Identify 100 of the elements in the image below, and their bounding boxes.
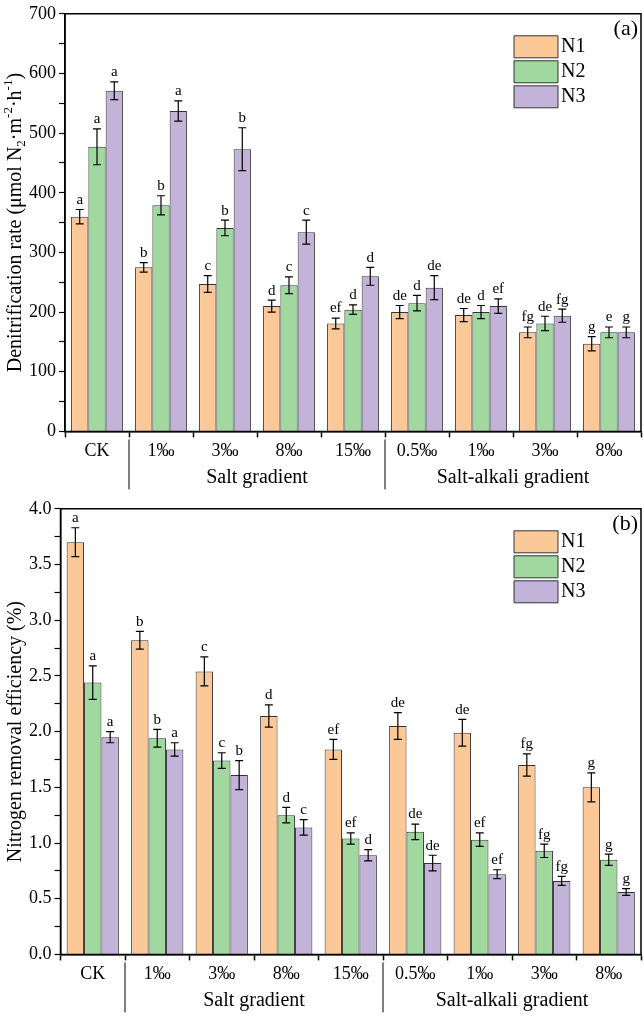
y-tick-label: 2.0 — [29, 720, 52, 741]
x-tick-label: CK — [84, 439, 110, 460]
text: Salt gradient — [206, 464, 309, 488]
data-label: de — [455, 700, 470, 717]
y-tick-label: 1.0 — [29, 831, 52, 852]
data-label: b — [136, 612, 144, 629]
x-tick-label: 1‰ — [467, 439, 495, 460]
x-tick-label: 3‰ — [530, 962, 558, 983]
x-tick-label: 3‰ — [208, 962, 236, 983]
legend-label: N3 — [561, 84, 586, 107]
legend-label: N1 — [561, 529, 586, 552]
y-tick-label: 1.5 — [29, 776, 52, 797]
y-tick-label: 2.5 — [29, 664, 52, 685]
x-tick-label: 3‰ — [531, 439, 559, 460]
data-label: de — [425, 836, 441, 853]
data-label: d — [267, 281, 276, 298]
data-label: fg — [520, 735, 534, 752]
data-label: fg — [555, 857, 569, 874]
data-label: c — [204, 257, 212, 274]
data-label: c — [201, 638, 208, 655]
text: Salt-alkali gradient — [435, 987, 589, 1011]
data-label: d — [265, 686, 274, 703]
data-label: a — [72, 509, 79, 526]
data-label: g — [587, 317, 596, 334]
data-label: de — [427, 257, 442, 274]
x-tick-label: 8‰ — [272, 962, 300, 983]
x-tick-label: 8‰ — [595, 962, 623, 983]
y-tick-label: 300 — [29, 241, 56, 262]
data-label: c — [300, 801, 308, 818]
data-label: de — [408, 805, 423, 822]
x-tick-label: 1‰ — [143, 962, 171, 983]
data-label: de — [537, 297, 553, 314]
data-label: de — [392, 286, 408, 303]
data-label: a — [93, 110, 101, 127]
data-label: d — [413, 276, 422, 293]
y-tick-label: 0.5 — [29, 887, 52, 908]
x-tick-label: 8‰ — [595, 439, 623, 460]
data-label: de — [456, 289, 472, 306]
data-label: g — [605, 835, 613, 852]
data-label: b — [238, 109, 247, 126]
data-label: a — [171, 724, 179, 741]
data-label: a — [76, 190, 84, 207]
data-label: b — [157, 177, 165, 194]
data-label: c — [218, 734, 226, 751]
data-label: fg — [538, 825, 551, 842]
data-label: a — [174, 82, 182, 99]
x-tick-label: 3‰ — [211, 439, 239, 460]
data-label: c — [302, 201, 310, 218]
data-label: ef — [492, 280, 505, 297]
data-label: g — [622, 870, 631, 887]
y-tick-label: 100 — [29, 360, 56, 381]
x-tick-label: 8‰ — [275, 439, 303, 460]
y-tick-label: 0 — [47, 420, 56, 441]
data-label: ef — [344, 814, 357, 831]
legend-label: N3 — [561, 579, 586, 602]
data-label: fg — [521, 308, 535, 325]
data-label: g — [587, 754, 596, 771]
chart-title: (a) — [613, 14, 638, 40]
y-axis-title: Denitrification rate (μmol N2·m-2·h-1) — [0, 72, 29, 373]
data-label: a — [106, 713, 114, 730]
y-tick-label: 400 — [29, 181, 56, 202]
x-tick-label: 0.5‰ — [396, 439, 438, 460]
data-label: fg — [556, 290, 570, 307]
y-axis-title: Nitrogen removal efficiency (%) — [3, 601, 27, 863]
data-label: g — [622, 308, 631, 325]
y-tick-label: 0.0 — [29, 943, 52, 964]
x-tick-label: 15‰ — [332, 962, 369, 983]
y-tick-label: 200 — [29, 300, 56, 321]
data-label: b — [153, 710, 161, 727]
data-label: d — [349, 286, 358, 303]
chart-title: (b) — [612, 509, 638, 535]
text: Salt-alkali gradient — [436, 464, 590, 488]
y-tick-label: 4.0 — [29, 497, 52, 518]
data-label: a — [89, 647, 97, 664]
data-label: a — [110, 63, 118, 80]
text: Salt gradient — [203, 987, 306, 1011]
x-tick-label: 15‰ — [335, 439, 371, 460]
data-label: ef — [329, 299, 342, 316]
data-label: d — [282, 788, 291, 805]
y-tick-label: 3.0 — [29, 608, 52, 629]
data-label: b — [235, 742, 243, 758]
x-tick-label: 0.5‰ — [395, 962, 436, 983]
data-label: d — [477, 286, 486, 303]
legend-label: N2 — [561, 59, 586, 82]
legend-label: N2 — [561, 554, 586, 577]
y-tick-label: 700 — [29, 2, 56, 23]
data-label: d — [364, 831, 373, 848]
y-tick-label: 600 — [29, 62, 56, 83]
data-label: ef — [491, 851, 503, 868]
x-tick-label: 1‰ — [147, 439, 175, 460]
data-label: de — [390, 694, 406, 711]
legend-label: N1 — [561, 34, 586, 57]
y-tick-label: 500 — [29, 121, 56, 142]
data-label: e — [605, 308, 613, 325]
y-tick-label: 3.5 — [29, 553, 52, 574]
data-label: b — [221, 201, 229, 218]
data-label: ef — [327, 720, 340, 737]
x-tick-label: 1‰ — [466, 962, 494, 983]
data-label: b — [139, 244, 148, 261]
data-label: c — [285, 258, 293, 275]
